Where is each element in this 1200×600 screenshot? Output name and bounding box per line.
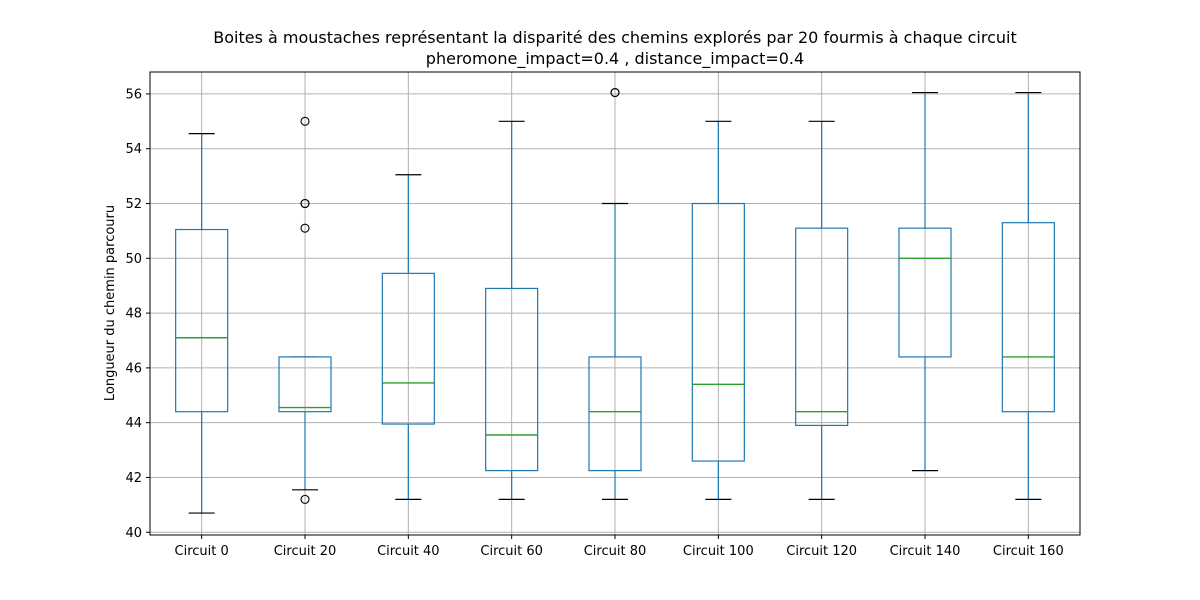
box-iqr [381,272,435,425]
box-group [691,120,745,500]
box-iqr [588,356,642,472]
x-tick-label: Circuit 80 [584,544,647,559]
y-tick-label: 50 [125,252,142,267]
box-iqr [175,228,229,413]
box-iqr [898,227,952,358]
box-iqr [485,287,539,472]
x-tick-label: Circuit 60 [480,544,543,559]
axis-ticks: 40 42 44 46 48 50 52 54 56 Circuit 0 Circuit 20 Cir… [125,87,1063,559]
x-tick-label: Circuit 160 [993,544,1064,559]
box-group [278,116,332,504]
boxes-layer [175,87,1055,514]
box-iqr [795,227,849,427]
x-tick-label: Circuit 20 [274,544,337,559]
x-tick-label: Circuit 120 [786,544,857,559]
box-iqr [691,202,745,462]
plot-area-frame [149,71,1081,536]
y-tick-label: 40 [125,526,142,541]
y-tick-label: 46 [125,361,142,376]
box-group [485,120,539,500]
chart-subtitle: pheromone_impact=0.4 , distance_impact=0… [426,49,804,69]
outlier-point [300,116,310,126]
outlier-point [300,223,310,233]
y-axis-label: Longueur du chemin parcouru [103,205,118,401]
outlier-point [300,494,310,504]
chart-title: Boites à moustaches représentant la disp… [213,28,1017,47]
x-tick-label: Circuit 0 [175,544,229,559]
box-group [1001,91,1055,500]
box-group [588,87,642,500]
box-iqr [278,356,332,413]
y-tick-label: 48 [125,307,142,322]
y-tick-label: 44 [125,416,142,431]
x-tick-label: Circuit 140 [890,544,961,559]
x-tick-label: Circuit 100 [683,544,754,559]
box-group [175,133,229,514]
y-tick-label: 52 [125,197,142,212]
y-tick-label: 56 [125,87,142,102]
outlier-point [610,87,620,98]
box-iqr [1001,222,1055,413]
box-group [795,120,849,500]
box-group [381,174,435,500]
y-tick-label: 54 [125,142,142,157]
box-group [898,91,952,472]
outlier-point [300,198,310,209]
y-tick-label: 42 [125,471,142,486]
x-tick-label: Circuit 40 [377,544,440,559]
